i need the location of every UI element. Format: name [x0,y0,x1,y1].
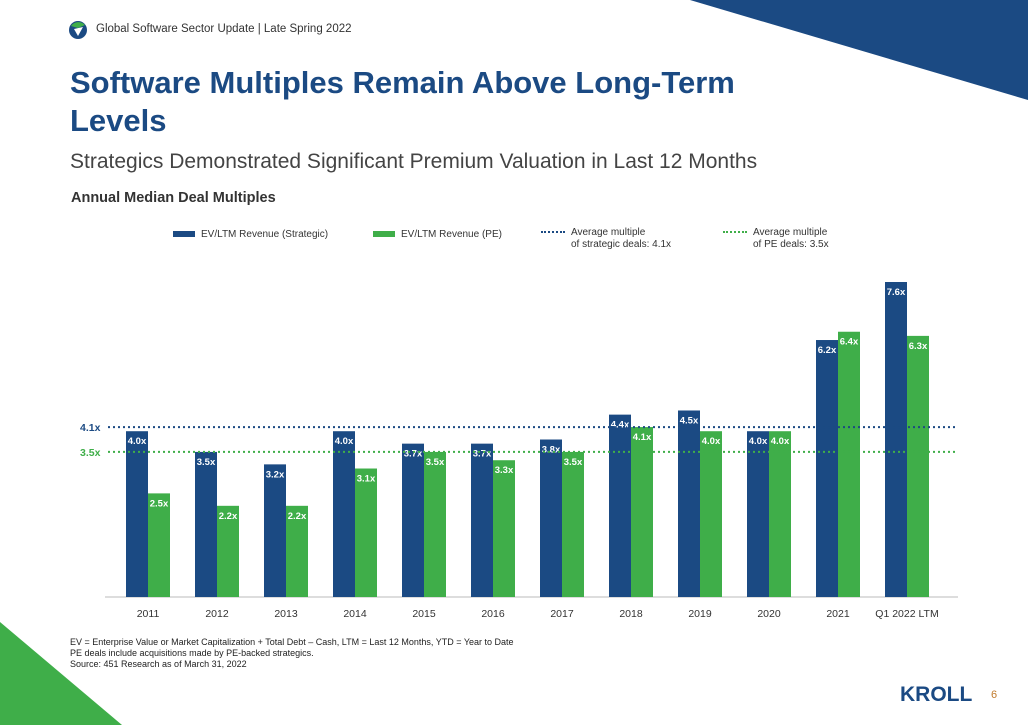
bar-strategic [540,439,562,597]
data-label: 6.4x [840,337,859,348]
bar-strategic [885,282,907,597]
data-label: 6.3x [909,341,928,352]
page-subtitle: Strategics Demonstrated Significant Prem… [70,150,758,173]
bar-strategic [471,443,493,597]
bar-pe [838,331,860,597]
kroll-logo-icon [69,21,87,39]
bar-strategic [126,431,148,597]
x-tick-label: Q1 2022 LTM [875,608,938,620]
data-label: 3.2x [266,469,285,480]
header-text: Global Software Sector Update | Late Spr… [96,23,352,35]
bar-pe [769,431,791,597]
bar-strategic [609,414,631,597]
bar-strategic [402,443,424,597]
x-tick-label: 2016 [481,608,505,620]
data-label: 3.7x [404,449,423,460]
bar-pe [700,431,722,597]
footnote: EV = Enterprise Value or Market Capitali… [70,637,514,647]
data-label: 4.0x [128,436,147,447]
x-tick-label: 2020 [757,608,781,620]
bar-pe [286,505,308,597]
data-label: 3.8x [542,445,561,456]
legend-avg-strategic: Average multiple of strategic deals: 4.1… [541,227,671,251]
chart-title: Annual Median Deal Multiples [71,190,276,206]
bar-pe [631,427,653,597]
footnote: PE deals include acquisitions made by PE… [70,648,314,658]
data-label: 2.5x [150,498,169,509]
data-label: 4.0x [335,436,354,447]
legend-dotted-pe [723,231,747,234]
data-label: 2.2x [219,511,238,522]
bar-pe [217,505,239,597]
bar-strategic [195,451,217,597]
legend-label: of PE deals: 3.5x [753,239,829,250]
data-label: 3.5x [197,457,216,468]
x-tick-label: 2021 [826,608,850,620]
x-tick-label: 2015 [412,608,436,620]
legend-avg-pe: Average multiple of PE deals: 3.5x [723,227,829,251]
legend-swatch-strategic [173,231,195,238]
bar-strategic [816,340,838,597]
x-tick-label: 2013 [274,608,298,620]
x-tick-label: 2018 [619,608,643,620]
data-label: 4.5x [680,415,699,426]
bar-pe [562,451,584,597]
bottom-left-triangle [0,622,122,725]
page-number: 6 [991,689,998,701]
bar-pe [907,335,929,597]
x-tick-label: 2014 [343,608,367,620]
data-label: 4.4x [611,420,630,431]
legend-label: Average multiple [753,227,828,238]
bar-strategic [678,410,700,597]
legend-swatch-pe [373,231,395,238]
x-tick-label: 2019 [688,608,712,620]
top-right-triangle [690,0,1028,100]
legend-label: EV/LTM Revenue (Strategic) [201,229,329,240]
bar-pe [493,460,515,597]
x-tick-label: 2011 [137,608,160,620]
x-tick-label: 2012 [205,608,229,620]
bar-strategic [264,464,286,597]
bar-strategic [333,431,355,597]
data-label: 3.3x [495,465,514,476]
data-label: 3.5x [564,457,583,468]
data-label: 3.5x [426,457,445,468]
legend-strategic: EV/LTM Revenue (Strategic) [173,229,328,241]
kroll-logo: KROLL [900,683,973,706]
data-label: 3.7x [473,449,492,460]
reference-label: 3.5x [80,447,101,459]
x-tick-label: 2017 [550,608,574,620]
legend-pe: EV/LTM Revenue (PE) [373,229,502,241]
bar-pe [148,493,170,597]
bar-pe [424,451,446,597]
reference-label: 4.1x [80,422,101,434]
data-label: 7.6x [887,287,906,298]
legend-label: Average multiple [571,227,646,238]
footnote: Source: 451 Research as of March 31, 202… [70,659,247,669]
data-label: 3.1x [357,474,376,485]
page-title: Software Multiples Remain Above Long-Ter… [70,65,735,138]
data-label: 4.0x [702,436,721,447]
data-label: 4.0x [771,436,790,447]
data-label: 6.2x [818,345,837,356]
data-label: 4.1x [633,432,652,443]
legend-label: EV/LTM Revenue (PE) [401,229,502,240]
legend-dotted-strategic [541,231,565,234]
data-label: 4.0x [749,436,768,447]
legend-label: of strategic deals: 4.1x [571,239,672,250]
bar-pe [355,468,377,597]
data-label: 2.2x [288,511,307,522]
bar-strategic [747,431,769,597]
